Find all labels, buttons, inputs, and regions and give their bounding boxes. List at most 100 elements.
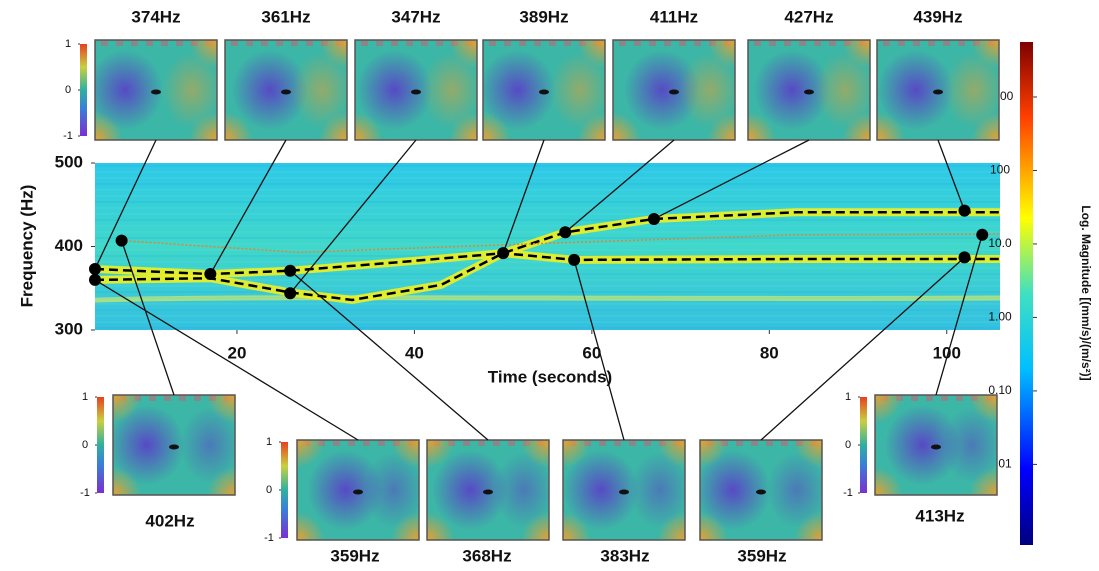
mode-edge <box>231 40 238 46</box>
mode-edge <box>291 40 298 46</box>
mode-point <box>284 287 296 299</box>
y-tick-label: 300 <box>55 319 83 338</box>
mode-node <box>411 90 421 95</box>
mode-edge <box>679 40 686 46</box>
mode-node <box>483 490 493 495</box>
mode-edge <box>784 40 791 46</box>
mode-edge <box>619 40 626 46</box>
mode-node <box>669 90 679 95</box>
mode-label: 402Hz <box>145 511 194 530</box>
mode-shape <box>399 412 577 568</box>
mode-label: 413Hz <box>915 506 964 525</box>
mode-label: 359Hz <box>330 546 379 565</box>
mode-point <box>568 254 580 266</box>
y-tick-label: 400 <box>55 236 83 255</box>
mode-shape <box>67 12 245 168</box>
mode-edge <box>549 40 556 46</box>
mode-shape <box>455 12 633 168</box>
mode-scale-label: 0 <box>65 84 71 96</box>
mode-label: 361Hz <box>261 7 310 26</box>
mode-label: 368Hz <box>462 546 511 565</box>
mode-scale-label: 1 <box>82 391 88 403</box>
mode-edge <box>898 40 905 46</box>
mode-node <box>169 445 179 450</box>
mode-edge <box>146 40 153 46</box>
mode-scale-label: -1 <box>843 487 853 499</box>
mode-edge <box>116 40 123 46</box>
mode-edge <box>781 440 788 446</box>
mode-node <box>539 90 549 95</box>
mode-edge <box>131 40 138 46</box>
mode-image <box>455 12 633 168</box>
mode-label: 374Hz <box>131 7 180 26</box>
mode-label: 389Hz <box>519 7 568 26</box>
mode-scale-bar <box>97 397 104 493</box>
mode-edge <box>504 40 511 46</box>
mode-edge <box>161 40 168 46</box>
mode-shape <box>672 412 850 568</box>
mode-edge <box>829 40 836 46</box>
mode-image <box>197 12 375 168</box>
mode-shape <box>585 12 763 168</box>
mode-edge <box>943 40 950 46</box>
mode-edge <box>911 395 918 401</box>
mode-edge <box>378 440 385 446</box>
mode-point <box>284 265 296 277</box>
mode-edge <box>246 40 253 46</box>
mode-edge <box>493 440 500 446</box>
mode-edge <box>629 440 636 446</box>
mode-label: 411Hz <box>650 7 698 26</box>
mode-node <box>933 90 943 95</box>
mode-node <box>353 490 363 495</box>
mode-label: 359Hz <box>737 546 786 565</box>
colorbar-tick-label: 10.0 <box>988 236 1012 250</box>
mode-edge <box>333 440 340 446</box>
mode-shape <box>327 12 505 168</box>
mode-edge <box>926 395 933 401</box>
mode-point <box>648 213 660 225</box>
mode-edge <box>751 440 758 446</box>
mode-edge <box>599 440 606 446</box>
mode-edge <box>736 440 743 446</box>
mode-edge <box>534 40 541 46</box>
figure: Time (seconds) Frequency (Hz) Log. Magni… <box>0 0 1099 571</box>
mode-node <box>931 445 941 450</box>
mode-label: 347Hz <box>391 7 440 26</box>
mode-edge <box>164 395 171 401</box>
mode-edge <box>421 40 428 46</box>
mode-scale-label: -1 <box>63 130 73 142</box>
mode-edge <box>436 40 443 46</box>
mode-edge <box>194 395 201 401</box>
mode-label: 383Hz <box>600 546 649 565</box>
mode-edge <box>406 40 413 46</box>
mode-point <box>89 263 101 275</box>
mode-point <box>497 247 509 259</box>
mode-shape <box>197 12 375 168</box>
mode-label: 439Hz <box>913 7 962 26</box>
mode-edge <box>754 40 761 46</box>
mode-edge <box>814 40 821 46</box>
mode-scale-bar <box>80 44 87 136</box>
mode-edge <box>956 395 963 401</box>
mode-edge <box>363 440 370 446</box>
mode-node <box>756 490 766 495</box>
mode-shape <box>535 412 713 568</box>
mode-scale-label: 0 <box>266 484 272 496</box>
mode-image <box>67 12 245 168</box>
mode-edge <box>101 40 108 46</box>
mode-image <box>720 12 898 168</box>
mode-edge <box>664 40 671 46</box>
mode-scale-bar <box>281 442 288 538</box>
mode-node <box>281 90 291 95</box>
spectrogram-background <box>95 163 1000 330</box>
mode-shape <box>720 12 898 168</box>
mode-point <box>559 226 571 238</box>
mode-edge <box>376 40 383 46</box>
mode-edge <box>769 40 776 46</box>
y-tick-label: 500 <box>55 152 83 171</box>
mode-scale-label: 0 <box>845 439 851 451</box>
mode-edge <box>614 440 621 446</box>
mode-scale-label: 1 <box>266 436 272 448</box>
mode-edge <box>176 40 183 46</box>
mode-image <box>327 12 505 168</box>
